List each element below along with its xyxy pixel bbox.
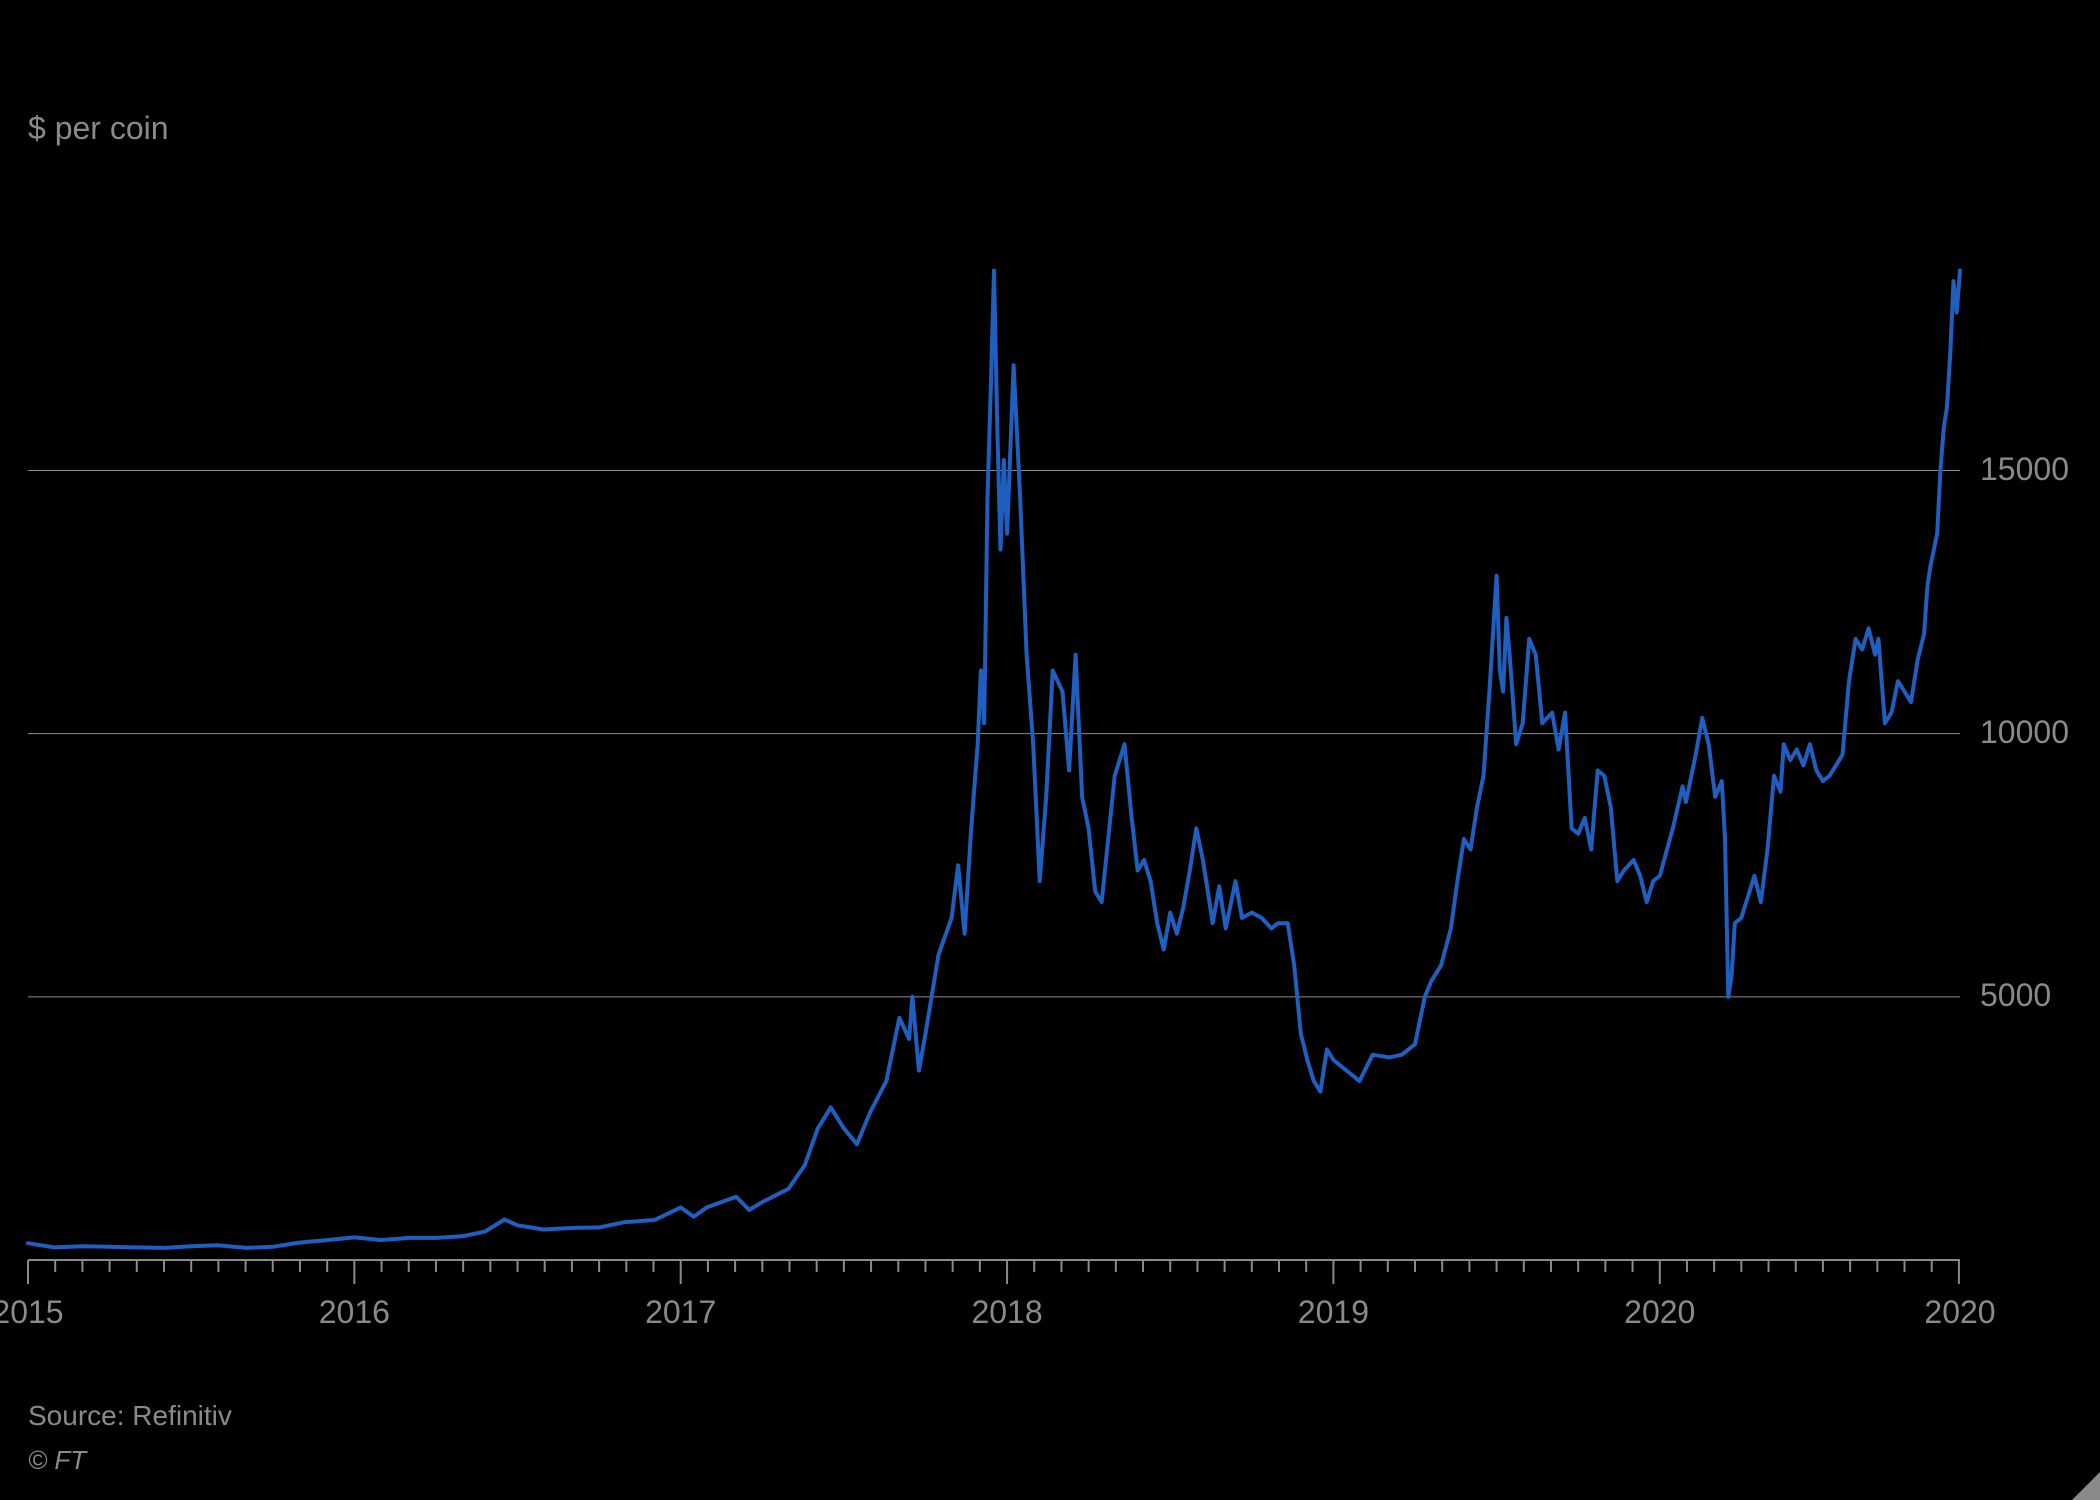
x-tick-label: 2017 bbox=[645, 1294, 716, 1331]
y-tick-label: 15000 bbox=[1980, 451, 2069, 488]
gridlines bbox=[28, 471, 1960, 997]
y-tick-label: 10000 bbox=[1980, 714, 2069, 751]
x-tick-label: 2020 bbox=[1624, 1294, 1695, 1331]
chart-container: $ per coin 50001000015000 20152016201720… bbox=[0, 0, 2100, 1500]
x-tick-label: 2015 bbox=[0, 1294, 64, 1331]
chart-source: Source: Refinitiv bbox=[28, 1400, 232, 1432]
x-tick-label: 2018 bbox=[971, 1294, 1042, 1331]
x-tick-label: 2016 bbox=[319, 1294, 390, 1331]
y-tick-label: 5000 bbox=[1980, 977, 2051, 1014]
x-tick-label: 2020 bbox=[1924, 1294, 1995, 1331]
corner-triangle-icon bbox=[2072, 1472, 2100, 1500]
x-tick-label: 2019 bbox=[1298, 1294, 1369, 1331]
series-line bbox=[28, 271, 1960, 1248]
chart-copyright: © FT bbox=[28, 1445, 86, 1476]
chart-svg bbox=[0, 0, 2100, 1500]
x-axis-ticks bbox=[28, 1260, 1960, 1284]
